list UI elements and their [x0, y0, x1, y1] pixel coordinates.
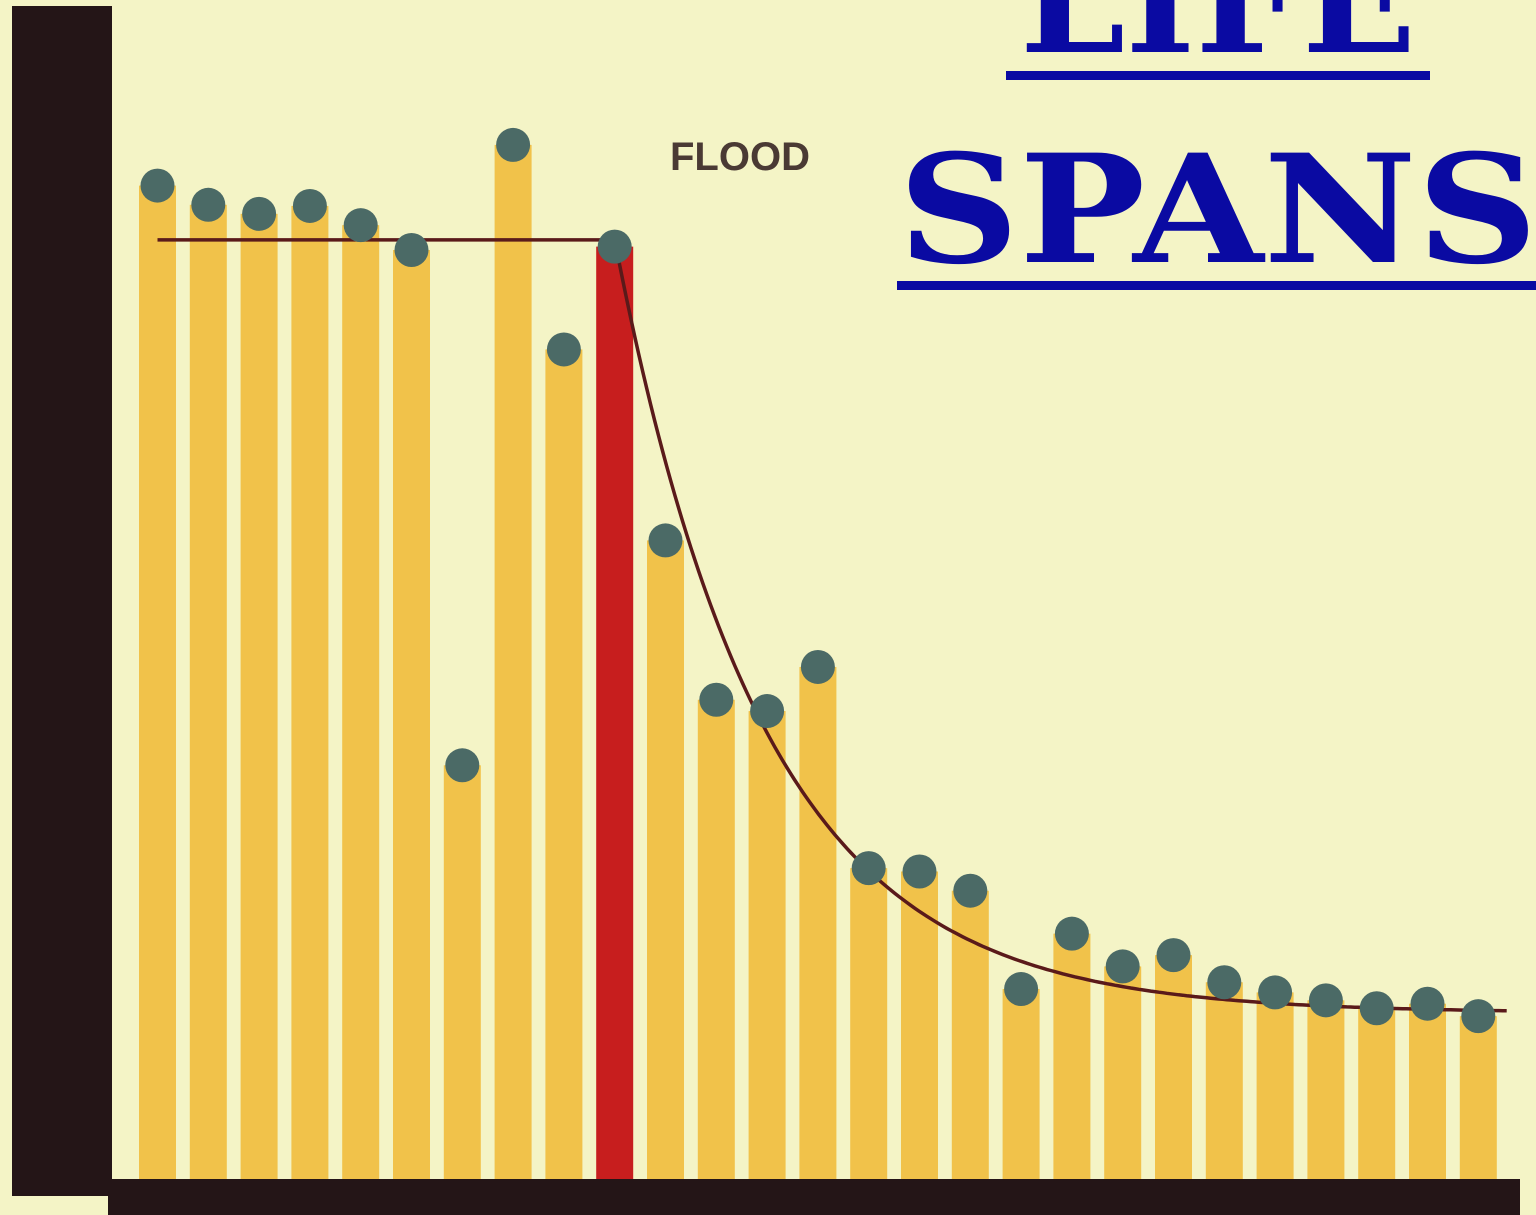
bar	[443, 765, 481, 1180]
data-point	[1105, 949, 1140, 984]
data-point	[140, 168, 175, 203]
data-point	[1207, 965, 1242, 1000]
bar	[494, 144, 532, 1180]
bar	[1053, 933, 1091, 1180]
data-point	[1308, 983, 1343, 1018]
bar	[697, 699, 735, 1180]
data-point	[648, 523, 683, 558]
x-axis-bar	[108, 1179, 1520, 1215]
bar	[1358, 1008, 1396, 1180]
bar	[291, 205, 329, 1180]
data-point	[699, 682, 734, 717]
dots-layer	[140, 127, 1496, 1034]
bar	[799, 666, 837, 1180]
bar	[240, 213, 278, 1181]
bar	[1307, 1000, 1345, 1180]
chart-title: LIFE SPANS	[897, 0, 1536, 298]
data-point	[851, 851, 886, 886]
data-point	[496, 127, 531, 162]
bar	[1155, 955, 1192, 1180]
bar	[647, 540, 684, 1180]
bar	[189, 204, 227, 1180]
data-point	[394, 233, 429, 268]
data-point	[445, 748, 480, 783]
bar	[1459, 1016, 1497, 1180]
bar	[545, 349, 583, 1180]
data-point	[292, 188, 327, 223]
bar	[1002, 989, 1040, 1180]
data-point	[1410, 986, 1445, 1021]
title-line-2: SPANS	[898, 122, 1536, 298]
y-axis-bar	[12, 6, 112, 1196]
title-underline-1	[1006, 71, 1430, 80]
bar	[342, 225, 380, 1180]
data-point	[800, 649, 835, 684]
data-point	[750, 694, 785, 729]
bar	[1409, 1003, 1446, 1180]
bar	[850, 868, 888, 1180]
data-point	[1156, 938, 1191, 973]
bar	[1256, 992, 1294, 1180]
data-point	[902, 854, 937, 889]
flood-annotation: FLOOD	[670, 135, 810, 179]
data-point	[546, 332, 581, 367]
data-point	[1004, 972, 1039, 1007]
bar	[1205, 982, 1243, 1180]
title-underline-2	[897, 281, 1536, 290]
bars-layer	[139, 144, 1497, 1181]
bar	[393, 250, 430, 1180]
data-point	[1461, 999, 1496, 1034]
data-point	[1258, 975, 1293, 1010]
bar	[901, 871, 938, 1180]
bar	[748, 711, 786, 1180]
data-point	[1054, 916, 1089, 951]
flood-bar	[596, 246, 634, 1180]
data-point	[242, 196, 277, 231]
data-point	[597, 229, 632, 264]
data-point	[191, 187, 226, 222]
data-point	[343, 208, 378, 243]
bar	[139, 185, 176, 1181]
data-point	[1359, 991, 1394, 1026]
bar	[1104, 966, 1142, 1180]
data-point	[953, 873, 988, 908]
